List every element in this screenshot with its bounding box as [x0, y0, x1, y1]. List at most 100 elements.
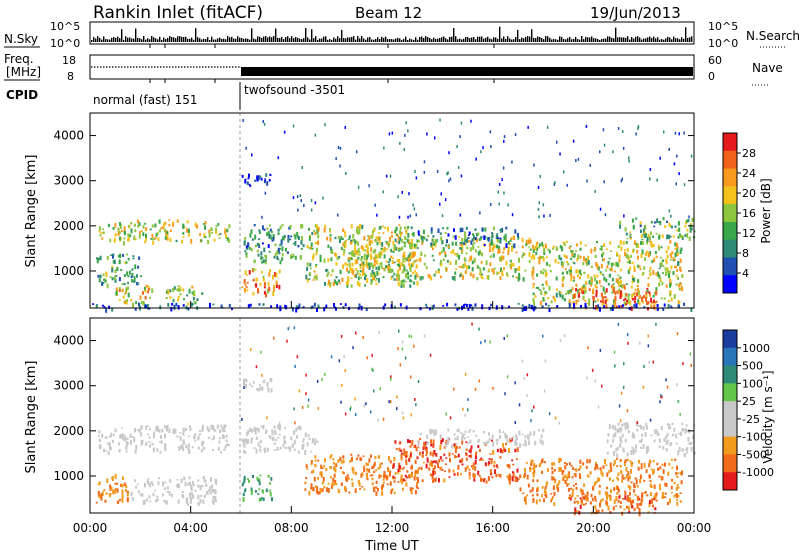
data-cell: [510, 262, 513, 267]
data-cell: [342, 242, 345, 247]
y-tick-label: 4000: [53, 334, 84, 348]
data-cell: [658, 475, 661, 478]
data-cell: [524, 269, 527, 272]
data-cell: [338, 359, 341, 363]
nsky-bar: [107, 39, 109, 42]
data-cell: [142, 291, 144, 295]
nsky-bar: [627, 36, 629, 42]
data-cell: [100, 494, 103, 498]
data-cell: [640, 494, 643, 498]
nsky-bar: [467, 37, 469, 42]
data-cell: [467, 307, 470, 311]
data-cell: [491, 439, 494, 442]
data-cell: [403, 266, 406, 271]
data-cell: [190, 302, 193, 307]
data-cell: [150, 238, 153, 240]
nsky-bar: [251, 28, 253, 42]
data-cell: [668, 273, 670, 278]
data-cell: [587, 346, 589, 350]
nsky-bar: [123, 39, 125, 42]
data-cell: [508, 448, 510, 453]
data-cell: [388, 266, 391, 270]
data-cell: [169, 289, 172, 293]
data-cell: [666, 423, 669, 426]
data-cell: [619, 280, 621, 283]
data-cell: [462, 304, 465, 309]
data-cell: [383, 247, 386, 252]
data-cell: [188, 425, 191, 428]
data-cell: [638, 301, 641, 306]
nsky-bar: [543, 39, 545, 42]
data-cell: [582, 262, 585, 266]
data-cell: [166, 237, 169, 241]
data-cell: [667, 303, 670, 309]
data-cell: [676, 269, 679, 272]
data-cell: [583, 483, 586, 487]
data-cell: [191, 446, 194, 449]
data-cell: [114, 489, 117, 494]
nsky-bar: [179, 36, 181, 42]
data-cell: [429, 431, 432, 435]
data-cell: [118, 442, 121, 446]
data-cell: [438, 478, 440, 483]
data-cell: [576, 495, 579, 497]
data-cell: [521, 359, 524, 363]
data-cell: [425, 448, 428, 454]
data-cell: [406, 470, 409, 473]
data-cell: [429, 462, 432, 467]
data-cell: [259, 449, 262, 453]
data-cell: [579, 497, 582, 500]
data-cell: [463, 433, 466, 436]
nsky-bar: [323, 36, 325, 42]
data-cell: [334, 236, 337, 240]
data-cell: [375, 486, 378, 489]
data-cell: [653, 302, 656, 307]
data-cell: [409, 270, 412, 272]
data-cell: [112, 226, 115, 230]
data-cell: [492, 269, 495, 275]
data-cell: [649, 168, 652, 171]
data-cell: [675, 182, 677, 186]
nsearch-label: N.Search: [746, 29, 800, 43]
data-cell: [258, 231, 261, 234]
data-cell: [472, 429, 475, 433]
data-cell: [327, 244, 330, 248]
data-cell: [381, 485, 383, 491]
data-cell: [310, 486, 313, 490]
data-cell: [648, 252, 650, 258]
data-cell: [273, 425, 276, 429]
nsky-bar: [521, 37, 523, 42]
data-cell: [597, 509, 600, 513]
data-cell: [403, 148, 405, 152]
data-cell: [641, 492, 644, 495]
nsky-bar: [315, 36, 317, 42]
nsky-bar: [337, 36, 339, 42]
data-cell: [659, 256, 662, 259]
data-cell: [645, 233, 647, 238]
data-cell: [326, 268, 329, 272]
data-cell: [251, 238, 254, 241]
data-cell: [263, 282, 266, 287]
data-cell: [646, 301, 648, 305]
data-cell: [386, 483, 389, 486]
data-cell: [570, 278, 573, 282]
data-cell: [623, 299, 625, 301]
data-cell: [654, 251, 657, 255]
data-cell: [579, 288, 582, 290]
data-cell: [208, 229, 211, 234]
data-cell: [447, 233, 450, 237]
data-cell: [680, 480, 683, 485]
data-cell: [504, 392, 506, 396]
data-cell: [161, 493, 164, 497]
data-cell: [433, 450, 436, 455]
data-cell: [541, 471, 543, 474]
colorbar-segment: [723, 365, 737, 384]
data-cell: [134, 307, 137, 311]
data-cell: [511, 275, 514, 278]
data-cell: [418, 467, 421, 470]
data-cell: [368, 458, 371, 463]
nsky-bar: [641, 39, 643, 42]
data-cell: [464, 372, 467, 376]
data-cell: [610, 267, 613, 272]
data-cell: [397, 468, 400, 473]
